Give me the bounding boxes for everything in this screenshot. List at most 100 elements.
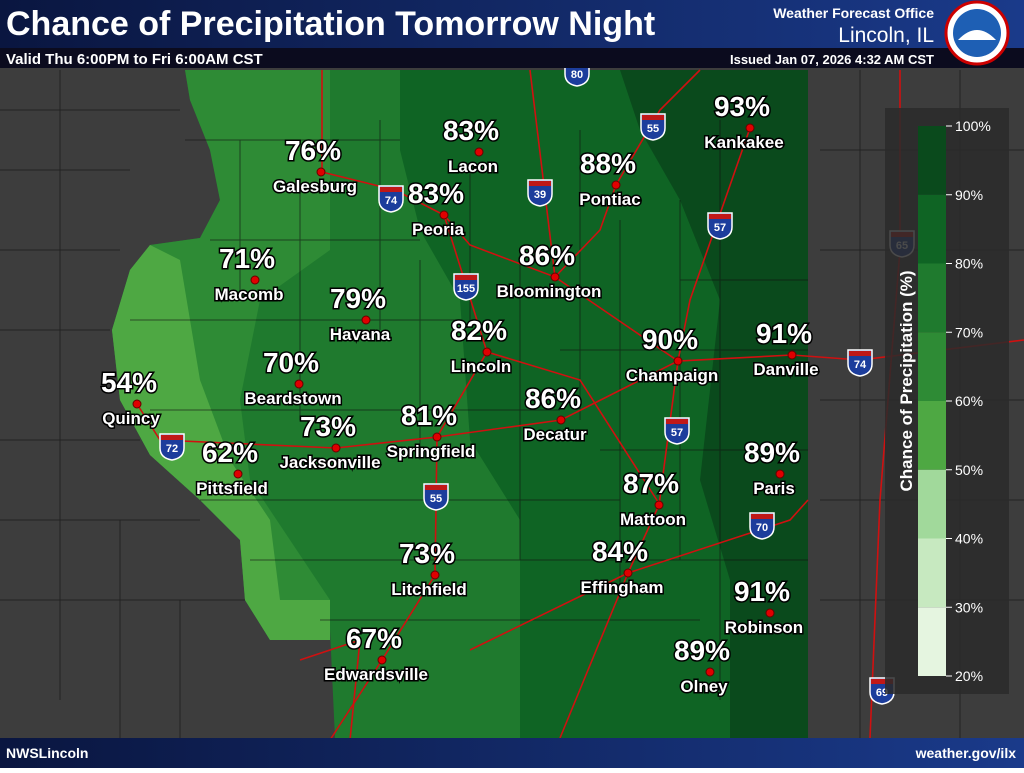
city-value: 71%: [219, 243, 275, 274]
city-name: Havana: [330, 325, 391, 344]
city-dot: [294, 379, 304, 389]
city-name: Effingham: [580, 578, 663, 597]
city-name: Robinson: [725, 618, 803, 637]
city-dot: [361, 315, 371, 325]
office: Weather Forecast Office: [773, 5, 934, 21]
city-value: 88%: [580, 148, 636, 179]
city-value: 82%: [451, 315, 507, 346]
city-dot: [474, 147, 484, 157]
shield-top: [751, 514, 773, 519]
city-dot: [233, 469, 243, 479]
shield-top: [871, 679, 893, 684]
legend-swatch: [918, 263, 946, 333]
legend-title: Chance of Precipitation (%): [897, 270, 916, 491]
city-name: Beardstown: [244, 389, 341, 408]
city-value: 87%: [623, 468, 679, 499]
shield-number: 39: [534, 189, 546, 201]
shield-top: [380, 187, 402, 192]
city-name: Olney: [680, 677, 728, 696]
city-dot: [673, 356, 683, 366]
city-dot: [377, 655, 387, 665]
legend: 100% 90% 80% 70% 60% 50% 40% 30% 20% Chance of P…: [885, 108, 1009, 694]
shield-top: [709, 214, 731, 219]
subheader-bar: [0, 48, 1024, 68]
city-name: Kankakee: [704, 133, 783, 152]
shield: [378, 185, 404, 213]
legend-swatch: [918, 401, 946, 470]
legend-swatch: [918, 538, 946, 608]
shield: [847, 349, 873, 377]
legend-swatch: [918, 194, 946, 264]
city-value: 70%: [263, 347, 319, 378]
shield: [664, 417, 690, 445]
city-value: 83%: [443, 115, 499, 146]
shield: [423, 483, 449, 511]
legend-tick-label: 70%: [955, 324, 983, 340]
shield-number: 70: [756, 522, 768, 534]
shield-number: 80: [571, 69, 583, 81]
legend-swatch: [918, 332, 946, 401]
city-dot: [787, 350, 797, 360]
city-value: 83%: [408, 178, 464, 209]
shield: [453, 273, 479, 301]
footer-right: weather.gov/ilx: [915, 745, 1017, 761]
city-value: 67%: [346, 623, 402, 654]
city-dot: [430, 570, 440, 580]
legend-swatch: [918, 469, 946, 539]
shield-number: 57: [671, 427, 683, 439]
shield: [749, 512, 775, 540]
city-dot: [745, 123, 755, 133]
shield-number: 74: [854, 359, 867, 371]
city-value: 81%: [401, 400, 457, 431]
shield-number: 72: [166, 443, 178, 455]
shield-top: [161, 435, 183, 440]
city-dot: [331, 443, 341, 453]
legend-swatch: [918, 607, 946, 676]
legend-tick-label: 100%: [955, 118, 991, 134]
city-name: Paris: [753, 479, 795, 498]
city-dot: [316, 167, 326, 177]
title: Chance of Precipitation Tomorrow Night: [6, 5, 655, 43]
cities: 76% Galesburg 83% Lacon 83% Peoria 88% Pontiac 9…: [99, 90, 820, 698]
city-dot: [132, 399, 142, 409]
shield: [527, 179, 553, 207]
city-name: Litchfield: [391, 580, 467, 599]
shield: [707, 212, 733, 240]
city-value: 93%: [714, 91, 770, 122]
city-name: Macomb: [215, 285, 284, 304]
legend-swatch: [918, 126, 946, 195]
header-bar: [0, 0, 1024, 48]
city-name: Bloomington: [497, 282, 602, 301]
shield-number: 155: [457, 283, 475, 295]
city-value: 89%: [674, 635, 730, 666]
legend-tick-label: 90%: [955, 187, 983, 203]
city-value: 91%: [756, 318, 812, 349]
nws-logo: [944, 0, 1010, 66]
city-value: 86%: [519, 240, 575, 271]
legend-tick-label: 60%: [955, 393, 983, 409]
shield-top: [455, 275, 477, 280]
shield-top: [529, 181, 551, 186]
city-name: Pontiac: [579, 190, 640, 209]
city-dot: [482, 347, 492, 357]
shield-number: 55: [647, 123, 659, 135]
legend-tick-label: 20%: [955, 668, 983, 684]
city-dot: [556, 415, 566, 425]
legend-tick-label: 50%: [955, 462, 983, 478]
location: Lincoln, IL: [838, 24, 934, 47]
city-value: 76%: [285, 135, 341, 166]
city-value: 73%: [399, 538, 455, 569]
city-dot: [439, 210, 449, 220]
shield-number: 57: [714, 222, 726, 234]
city-value: 89%: [744, 437, 800, 468]
city-dot: [250, 275, 260, 285]
city-value: 62%: [202, 437, 258, 468]
shield-number: 74: [385, 195, 398, 207]
footer-bar: [0, 738, 1024, 768]
issued: Issued Jan 07, 2026 4:32 AM CST: [730, 52, 934, 67]
city-name: Decatur: [523, 425, 587, 444]
city-value: 84%: [592, 536, 648, 567]
legend-bar: 100% 90% 80% 70% 60% 50% 40% 30% 20%: [918, 118, 991, 684]
shield-top: [666, 419, 688, 424]
